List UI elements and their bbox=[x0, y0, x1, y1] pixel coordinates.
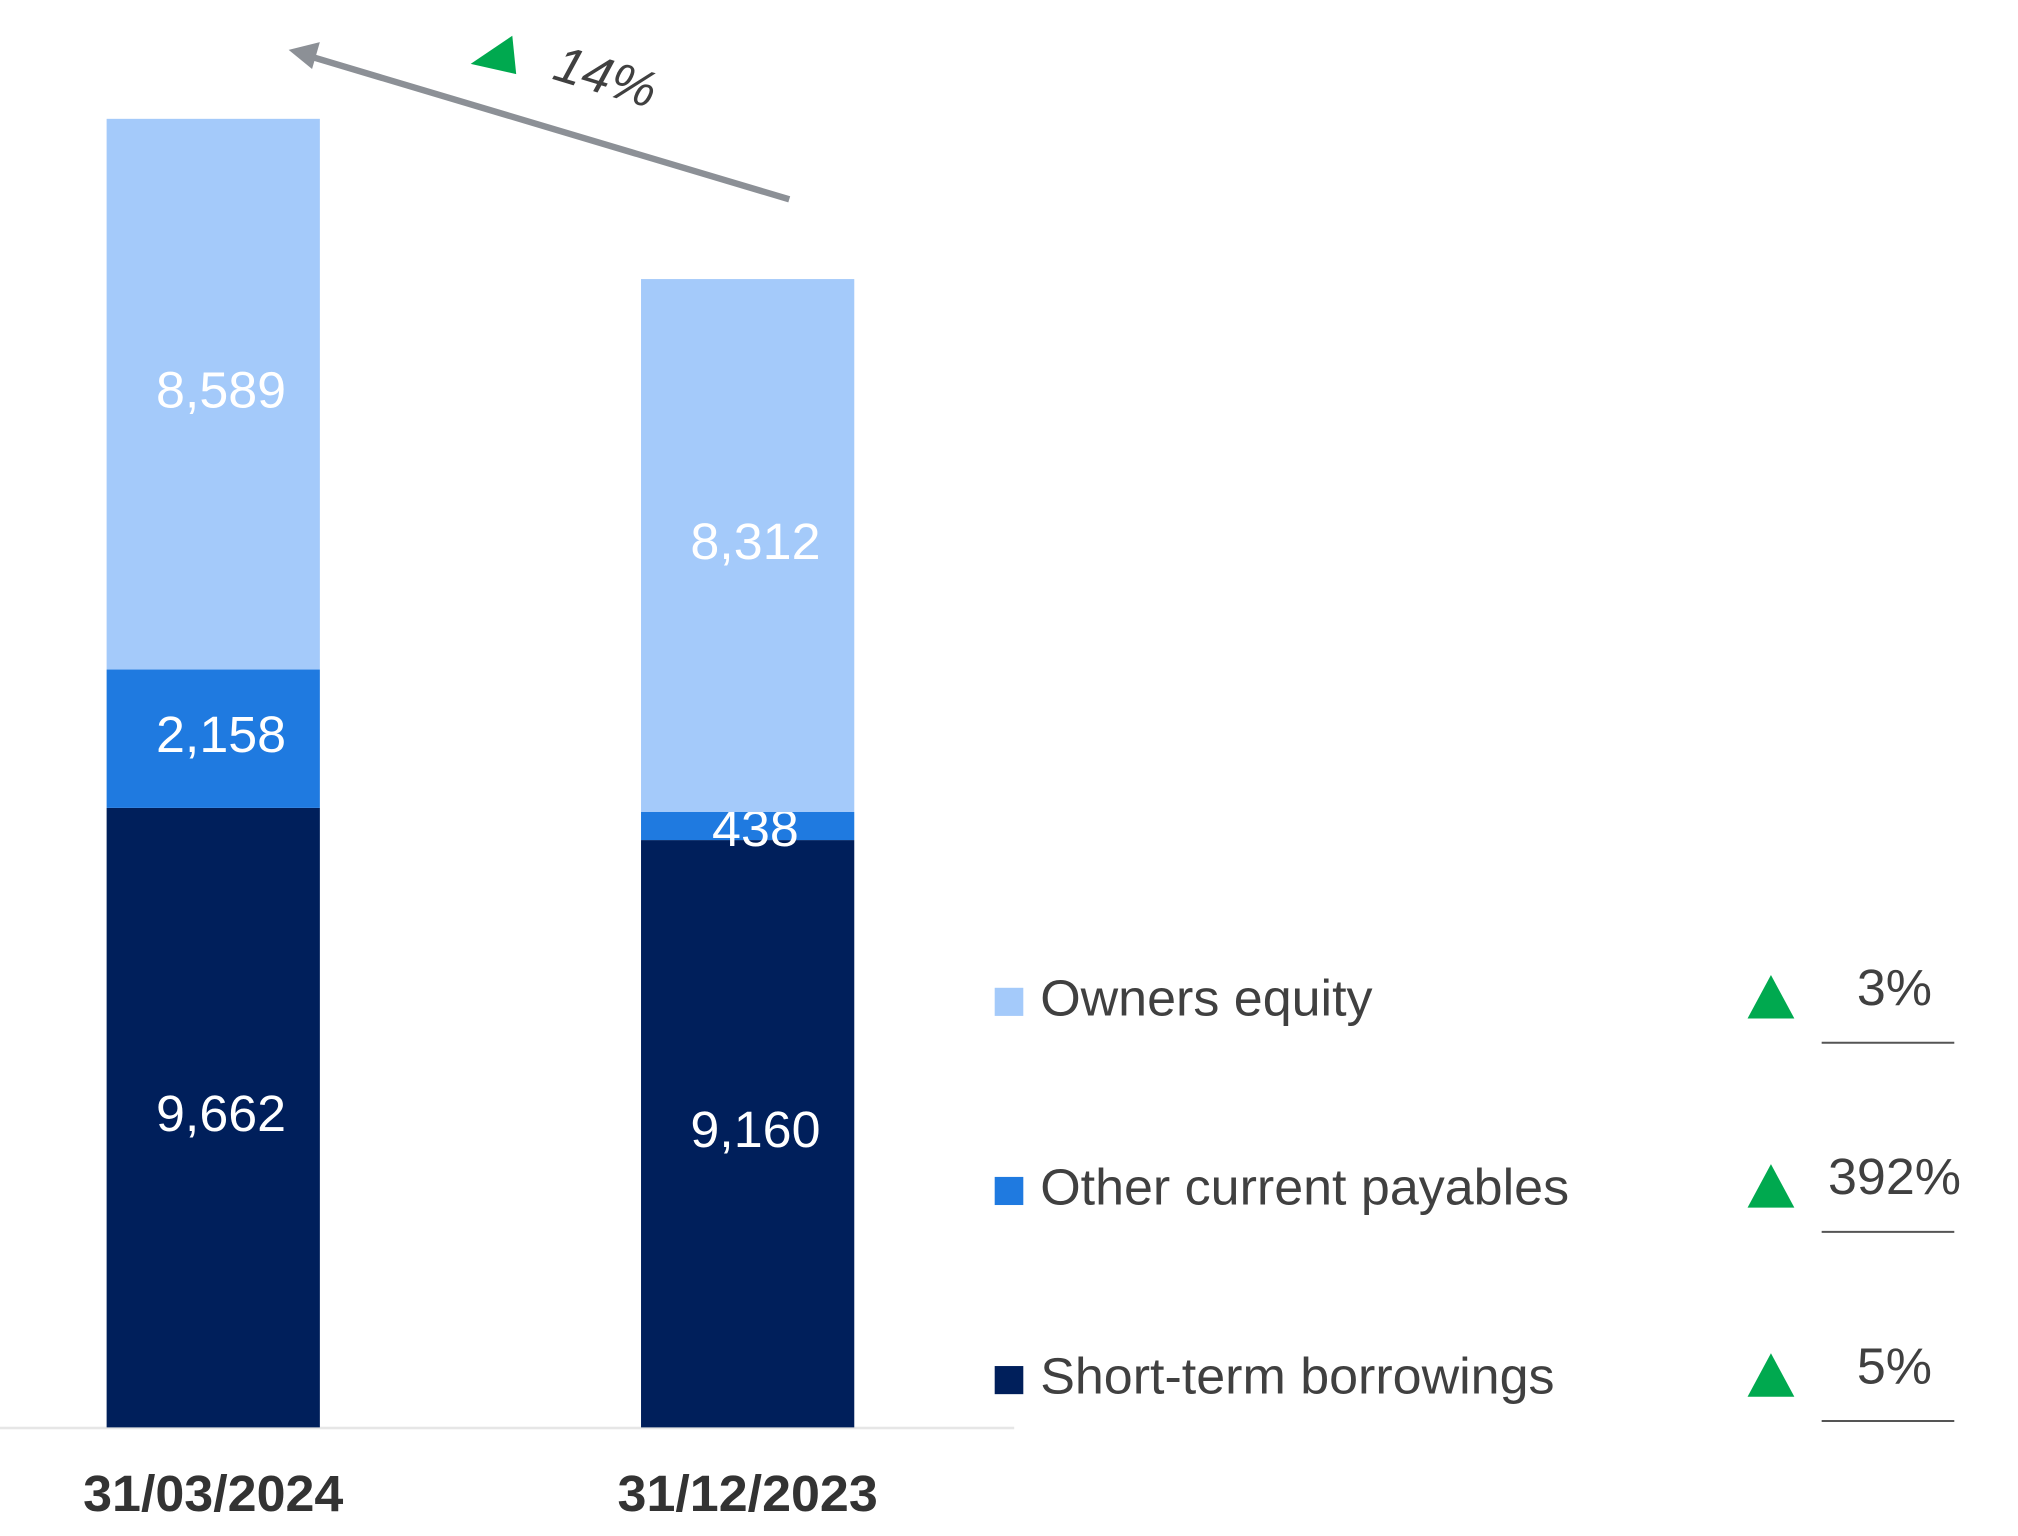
change-triangle bbox=[1747, 975, 1795, 1019]
value-label: 8,312 bbox=[690, 512, 820, 569]
legend-swatch bbox=[994, 1176, 1024, 1206]
bar-segment bbox=[106, 807, 320, 1428]
legend-swatch bbox=[994, 1366, 1024, 1395]
bar-segment bbox=[106, 669, 320, 808]
total-change-triangle bbox=[470, 35, 517, 75]
value-label: 8,589 bbox=[156, 361, 286, 418]
legend-label: Other current payables bbox=[1040, 1158, 1569, 1215]
bar-segment bbox=[106, 118, 320, 670]
change-label: 3% bbox=[1857, 959, 1932, 1016]
change-label: 5% bbox=[1857, 1337, 1932, 1394]
legend-swatch bbox=[994, 987, 1024, 1016]
bar-segment bbox=[641, 811, 855, 841]
legend-label: Short-term borrowings bbox=[1040, 1347, 1554, 1404]
change-triangle bbox=[1747, 1164, 1795, 1208]
change-arrow bbox=[308, 53, 791, 203]
change-label: 392% bbox=[1828, 1148, 1961, 1205]
x-tick-label: 31/12/2023 bbox=[618, 1465, 878, 1522]
value-label: 9,662 bbox=[156, 1085, 286, 1142]
bar-segment bbox=[641, 279, 855, 812]
x-tick-label: 31/03/2024 bbox=[83, 1465, 344, 1522]
change-triangle bbox=[1747, 1353, 1795, 1397]
total-change-label: 14% bbox=[548, 34, 665, 119]
value-label: 9,160 bbox=[690, 1101, 820, 1158]
legend-label: Owners equity bbox=[1040, 969, 1373, 1026]
arrow-head bbox=[288, 42, 320, 70]
value-label: 2,158 bbox=[156, 706, 286, 763]
bar-segment bbox=[641, 840, 855, 1428]
